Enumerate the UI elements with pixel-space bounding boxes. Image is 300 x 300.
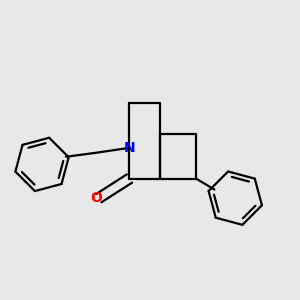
- Text: O: O: [90, 191, 102, 205]
- Text: N: N: [124, 141, 135, 155]
